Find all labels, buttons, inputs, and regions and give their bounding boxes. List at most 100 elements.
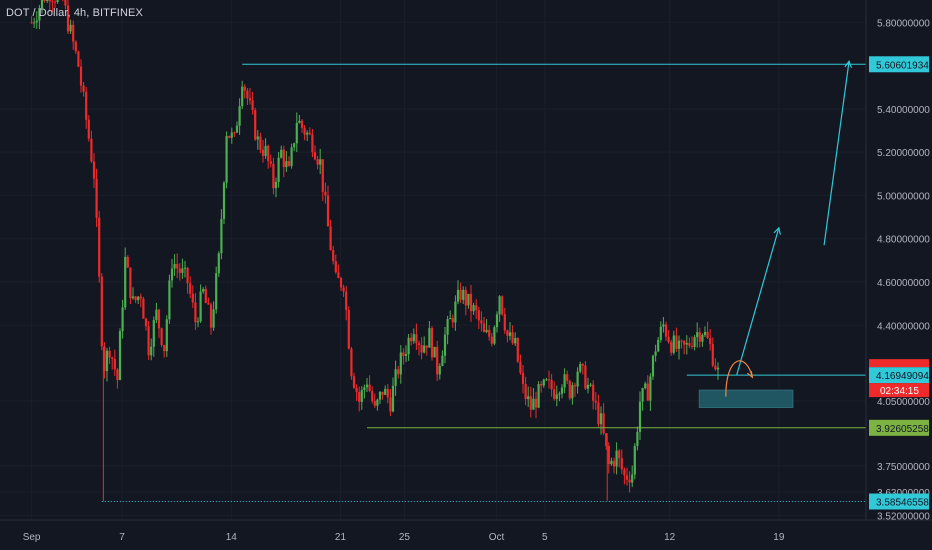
candle-body	[443, 334, 447, 356]
y-tick-label: 3.75000000	[877, 462, 930, 473]
candle-body	[33, 22, 36, 24]
candle-body	[46, 0, 49, 1]
candle-body	[534, 398, 538, 408]
y-tick-label: 3.52000000	[877, 512, 930, 523]
candle-body	[397, 369, 400, 375]
price-label-box	[869, 419, 929, 436]
candle-body	[170, 268, 174, 281]
candle-body	[623, 469, 626, 476]
candle-body	[576, 371, 579, 387]
candle-body	[688, 343, 691, 346]
candle-body	[285, 161, 288, 168]
candle-body	[438, 365, 441, 375]
candle-body	[493, 327, 496, 344]
candle-body	[316, 159, 319, 165]
candle-body	[581, 364, 584, 366]
candle-body	[35, 20, 38, 23]
candle-body	[462, 289, 465, 300]
x-tick-label: 7	[119, 532, 125, 543]
candle-body	[77, 51, 80, 67]
candle-body	[706, 331, 709, 339]
candle-body	[698, 332, 701, 342]
candle-body	[183, 267, 187, 269]
candle-body	[391, 385, 395, 412]
candle-body	[399, 352, 402, 375]
y-tick-label: 4.80000000	[877, 235, 930, 246]
horizontal-levels[interactable]	[101, 63, 866, 503]
candle-body	[389, 397, 392, 412]
candle-body	[355, 387, 358, 393]
candle-body	[586, 384, 590, 389]
candle-body	[545, 379, 548, 381]
candle-body	[503, 314, 506, 331]
candle-body	[524, 383, 527, 400]
candle-body	[584, 365, 587, 389]
candle-body	[137, 296, 140, 301]
candle-body	[241, 86, 244, 107]
candle-body	[589, 384, 592, 386]
orange-curve-head	[746, 371, 754, 379]
candle-body	[540, 384, 543, 386]
candle-body	[693, 337, 696, 347]
candle-body	[571, 385, 574, 399]
drawings[interactable]	[698, 60, 853, 408]
candle-body	[553, 389, 556, 399]
candle-body	[597, 402, 600, 425]
candle-body	[350, 348, 353, 377]
candle-body	[300, 120, 304, 128]
candle-body	[282, 149, 285, 168]
candle-body	[714, 365, 717, 370]
candle-body	[196, 321, 200, 323]
price-axis[interactable]: 5.80000000 5.40000000 5.20000000 5.00000000…	[877, 18, 930, 522]
y-tick-label: 5.00000000	[877, 191, 930, 202]
candle-body	[126, 256, 129, 268]
candle-body	[649, 376, 652, 401]
candle-body	[579, 364, 582, 372]
candle-body	[511, 332, 514, 344]
candle-body	[417, 343, 421, 346]
candle-body	[425, 345, 428, 348]
candle-body	[324, 191, 327, 196]
candle-body	[238, 106, 241, 126]
candle-body	[605, 433, 608, 446]
y-tick-label: 4.40000000	[877, 321, 930, 332]
candle-body	[30, 22, 33, 24]
candle-body	[685, 343, 688, 345]
candle-body	[566, 374, 569, 381]
y-tick-label: 5.40000000	[877, 105, 930, 116]
candle-body	[532, 398, 535, 410]
candle-body	[298, 120, 301, 123]
candle-body	[560, 387, 564, 394]
x-tick-label: 14	[226, 532, 238, 543]
symbol-title[interactable]: DOT / Dollar, 4h, BITFINEX	[6, 7, 143, 19]
candle-body	[246, 90, 249, 99]
candle-body	[66, 5, 70, 32]
candle-body	[683, 340, 686, 345]
candle-body	[633, 445, 636, 475]
candle-body	[233, 132, 236, 134]
candle-body	[118, 331, 122, 381]
candle-body	[98, 217, 101, 277]
candle-body	[386, 388, 389, 398]
candle-body	[514, 338, 517, 344]
price-label-box	[869, 56, 929, 73]
candle-body	[243, 86, 246, 91]
candle-body	[701, 334, 704, 342]
candle-body	[228, 135, 231, 138]
candle-body	[116, 369, 119, 381]
x-tick-label: 21	[335, 532, 347, 543]
candle-body	[412, 334, 415, 342]
candle-body	[334, 261, 337, 273]
candle-body	[654, 351, 657, 356]
candle-body	[332, 250, 335, 262]
candle-body	[709, 338, 712, 345]
candle-body	[103, 346, 106, 372]
candle-body	[449, 318, 452, 320]
time-axis[interactable]: Sep 7 14 21 25 Oct 5 12 19	[23, 532, 785, 543]
candle-body	[85, 91, 88, 120]
candle-body	[144, 318, 148, 327]
candle-body	[181, 268, 184, 273]
candle-body	[651, 355, 655, 377]
candle-body	[592, 384, 595, 401]
